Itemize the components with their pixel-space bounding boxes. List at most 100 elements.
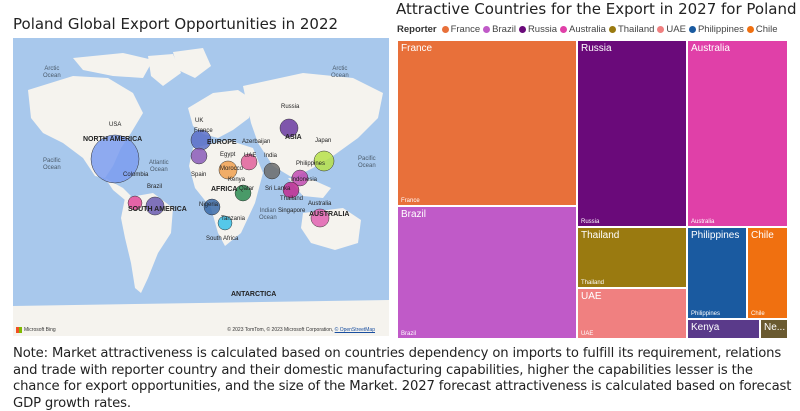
legend-item-australia[interactable]: Australia [559, 23, 606, 35]
map-bubble-colombia[interactable] [127, 195, 143, 211]
map-bubble-kenya[interactable] [234, 184, 252, 202]
country-label-japan: Japan [315, 138, 332, 144]
legend-label: Russia [527, 23, 557, 35]
legend-item-chile[interactable]: Chile [746, 23, 778, 35]
treemap-tile-uae[interactable]: UAE UAE [577, 288, 687, 339]
legend-label: France [450, 23, 481, 35]
legend-item-russia[interactable]: Russia [518, 23, 557, 35]
map-bubble-brazil[interactable] [145, 196, 165, 216]
ocean-label-arctic-west: Arctic Ocean [43, 66, 61, 79]
ocean-label-arctic-east: Arctic Ocean [331, 66, 349, 79]
ocean-label-atlantic: Atlantic Ocean [149, 160, 169, 173]
map-attribution: © 2023 TomTom, © 2023 Microsoft Corporat… [227, 327, 375, 333]
treemap-tile-philippines[interactable]: Philippines Philippines [687, 227, 747, 319]
ocean-label-pacific-east: Pacific Ocean [358, 156, 376, 169]
map-bubble-russia[interactable] [279, 118, 299, 138]
openstreetmap-link[interactable]: © OpenStreetMap [334, 327, 375, 333]
treemap-tile-kenya[interactable]: Kenya [687, 319, 760, 339]
tile-label: France [401, 43, 433, 54]
treemap-title: Attractive Countries for the Export in 2… [396, 0, 797, 18]
treemap-tile-australia[interactable]: Australia Australia [687, 40, 788, 227]
legend-dot-icon [559, 25, 567, 33]
continent-label-europe: EUROPE [207, 139, 237, 146]
country-label-morocco: Morocco [220, 166, 244, 172]
treemap-legend: Reporter France Brazil Russia Australia Thai… [397, 22, 792, 36]
tile-sublabel: Chile [751, 311, 765, 317]
legend-label: Thailand [617, 23, 655, 35]
continent-label-africa: AFRICA [211, 186, 238, 193]
country-label-nigeria: Nigeria [199, 202, 219, 208]
microsoft-logo-icon [16, 327, 22, 333]
world-map[interactable]: Arctic Ocean Arctic Ocean Pacific Ocean Atl… [13, 38, 389, 336]
country-label-south-africa: South Africa [206, 236, 239, 242]
country-label-spain: Spain [191, 172, 207, 178]
country-label-india: India [264, 153, 278, 159]
tile-label: Ne... [764, 322, 786, 333]
country-label-egypt: Egypt [220, 152, 236, 158]
legend-label: Philippines [697, 23, 744, 35]
tile-label: Philippines [691, 230, 740, 241]
treemap-tile-france[interactable]: France France [397, 40, 577, 206]
legend-dot-icon [688, 25, 696, 33]
legend-item-thailand[interactable]: Thailand [608, 23, 655, 35]
country-label-usa: USA [109, 122, 122, 128]
continent-label-asia: ASIA [285, 134, 302, 141]
legend-dot-icon [657, 25, 665, 33]
legend-item-uae[interactable]: UAE [657, 24, 686, 35]
treemap-tile-chile[interactable]: Chile Chile [747, 227, 788, 319]
map-bubble-india[interactable] [263, 162, 281, 180]
country-label-tanzania: Tanzania [221, 216, 246, 222]
treemap-tile-brazil[interactable]: Brazil Brazil [397, 206, 577, 339]
tile-label: Russia [581, 43, 612, 54]
country-label-qatar: Qatar [239, 186, 255, 192]
legend-label: Australia [568, 23, 606, 35]
ocean-label-indian: Indian Ocean [259, 208, 277, 221]
map-bubble-egypt[interactable] [218, 160, 238, 180]
treemap-tile-thailand[interactable]: Thailand Thailand [577, 227, 687, 288]
country-label-kenya: Kenya [228, 177, 246, 183]
country-label-russia: Russia [281, 104, 300, 110]
map-bubble-tanzania[interactable] [217, 215, 233, 231]
continent-label-south-america: SOUTH AMERICA [128, 206, 187, 213]
legend-dot-icon [483, 25, 491, 33]
treemap-tile-russia[interactable]: Russia Russia [577, 40, 687, 227]
legend-dot-icon [441, 25, 449, 33]
map-bubble-australia[interactable] [310, 208, 330, 228]
map-bubble-nigeria[interactable] [203, 198, 221, 216]
legend-item-philippines[interactable]: Philippines [688, 23, 744, 35]
legend-item-brazil[interactable]: Brazil [483, 24, 516, 35]
legend-dot-icon [518, 25, 526, 33]
map-bubble-usa[interactable] [90, 134, 140, 184]
country-label-france: France [194, 128, 213, 134]
country-label-australia: Australia [308, 201, 332, 207]
map-bubble-uae[interactable] [240, 153, 258, 171]
continent-label-australia: AUSTRALIA [309, 211, 350, 218]
tile-label: Kenya [691, 322, 720, 333]
map-bubble-philippines[interactable] [291, 169, 309, 187]
tile-sublabel: Brazil [401, 331, 417, 337]
legend-label: Chile [755, 23, 778, 35]
tile-sublabel: Australia [691, 219, 715, 225]
country-label-philippines: Philippines [296, 161, 326, 167]
treemap-chart[interactable]: France France Brazil Brazil Russia Russia Aust… [397, 40, 788, 339]
legend-dot-icon [746, 25, 754, 33]
country-label-uae: UAE [244, 153, 257, 159]
footnote: Note: Market attractiveness is calculate… [13, 346, 792, 411]
world-map-landmass [13, 48, 389, 336]
treemap-tile-ne[interactable]: Ne... [760, 319, 788, 339]
tile-label: Chile [751, 230, 774, 241]
tile-label: Thailand [581, 230, 620, 241]
country-label-indonesia: Indonesia [291, 177, 318, 183]
tile-sublabel: UAE [581, 331, 594, 337]
tile-sublabel: Thailand [581, 280, 605, 286]
map-bubble-indonesia[interactable] [282, 181, 300, 199]
tile-label: UAE [581, 291, 602, 302]
legend-item-france[interactable]: France [441, 23, 481, 35]
map-bubble-spain[interactable] [190, 147, 208, 165]
continent-label-antarctica: ANTARCTICA [231, 291, 277, 298]
map-bubble-japan[interactable] [313, 150, 335, 172]
country-label-singapore: Singapore [278, 208, 306, 214]
country-label-uk: UK [195, 118, 204, 124]
legend-dot-icon [608, 25, 616, 33]
tile-sublabel: Philippines [691, 311, 721, 317]
